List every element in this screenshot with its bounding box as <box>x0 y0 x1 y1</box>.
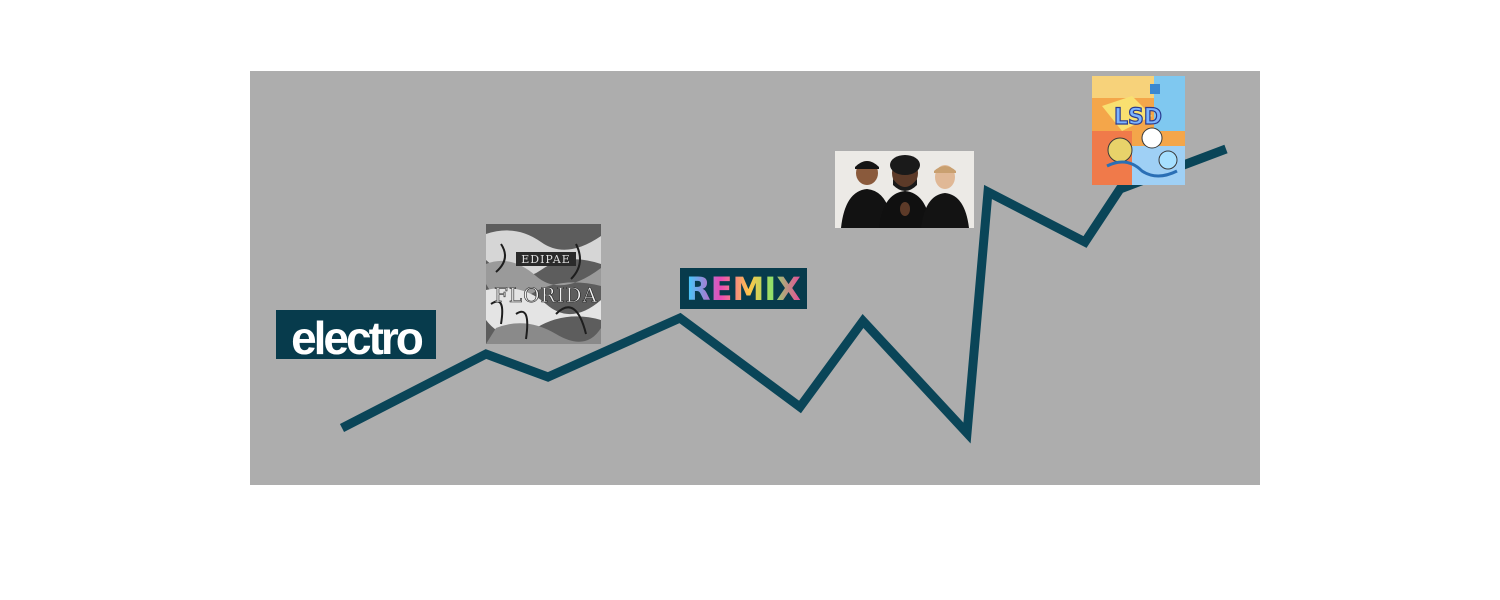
trend-line <box>339 144 1228 444</box>
presentation-canvas: electro EDIPAE FLORIDA REMIX <box>250 71 1260 485</box>
cover-lettering: EDIPAE <box>521 253 571 266</box>
remix-logo-text: REMIX <box>686 269 801 308</box>
album-cover-florida: EDIPAE FLORIDA <box>486 224 601 344</box>
album-cover-image: LSD <box>1092 76 1185 185</box>
cover-lettering: FLORIDA <box>494 283 598 307</box>
trend-line-diagram <box>339 144 1228 444</box>
electro-logo: electro <box>276 310 436 359</box>
album-cover-lsd: LSD <box>1092 76 1185 185</box>
album-cover-image: EDIPAE FLORIDA <box>486 224 601 344</box>
electro-logo-text: electro <box>291 312 424 360</box>
remix-logo: REMIX <box>680 268 807 309</box>
cover-lettering: LSD <box>1114 105 1162 130</box>
band-photo <box>835 151 974 228</box>
group-photo-image <box>835 151 974 228</box>
